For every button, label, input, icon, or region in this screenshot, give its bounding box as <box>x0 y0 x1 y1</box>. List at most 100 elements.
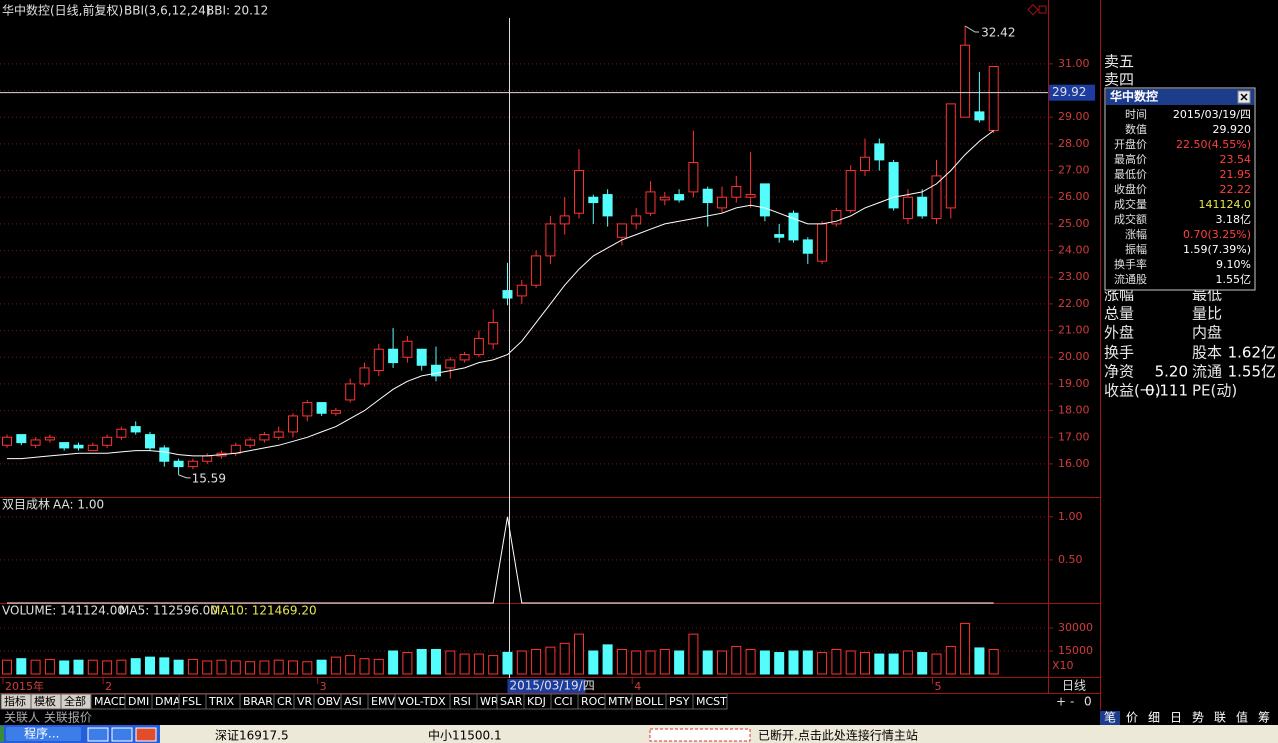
zoom-button[interactable]: 0 <box>1084 695 1092 709</box>
volume-bar <box>145 656 155 675</box>
volume-bar <box>745 648 756 675</box>
side-tab[interactable]: 联 <box>1214 711 1226 725</box>
tab-label[interactable]: RSI <box>453 695 471 708</box>
window-button[interactable] <box>111 727 133 742</box>
bbi-line <box>7 130 994 460</box>
zoom-button[interactable]: - <box>1070 695 1074 709</box>
y-tick-label: 29.00 <box>1058 110 1090 123</box>
crosshair-price-box <box>1049 84 1095 101</box>
tab-label[interactable]: BRAR <box>243 695 273 708</box>
side-tab[interactable]: 筹 <box>1258 711 1270 725</box>
icon[interactable] <box>1038 5 1047 14</box>
volume-bar <box>173 659 184 675</box>
tab-label[interactable]: FSL <box>182 695 202 708</box>
side-tab[interactable]: 日 <box>1170 711 1182 725</box>
popup-value: 0.70(3.25%) <box>1183 228 1251 241</box>
tab-label[interactable]: 指标 <box>4 694 26 708</box>
tab-label[interactable]: OBV <box>317 695 341 708</box>
tab-label[interactable]: MACD <box>94 695 127 708</box>
related-label[interactable]: 关联人 关联报价 <box>4 710 92 725</box>
y-tick-label: 0.50 <box>1058 553 1083 566</box>
side-tab-active[interactable] <box>1100 711 1120 725</box>
quote-value: 1.55亿 <box>1228 363 1276 381</box>
volume-bar <box>59 660 70 675</box>
volume-bar <box>659 648 670 675</box>
popup-close-x[interactable] <box>1240 93 1248 101</box>
volume-bar <box>359 658 370 675</box>
volume-bar <box>545 646 556 675</box>
volume-bar <box>888 653 899 675</box>
candle-body <box>860 156 870 172</box>
candle-body <box>717 196 727 209</box>
tab-label[interactable]: VR <box>297 695 313 708</box>
tab-label[interactable]: CR <box>277 695 293 708</box>
tab[interactable] <box>692 693 728 710</box>
tab-label[interactable]: MTM <box>608 695 634 708</box>
side-tab[interactable]: 笔 <box>1104 710 1116 725</box>
tab-label[interactable]: ROC <box>581 695 605 708</box>
volume-bar <box>288 660 298 675</box>
zoom-button[interactable]: + <box>1056 695 1066 709</box>
volume-bar <box>388 650 399 675</box>
taskbar-button[interactable] <box>6 727 81 741</box>
volume-bar <box>917 652 928 675</box>
candle-body <box>674 194 685 201</box>
quote-value: 0.111 <box>1145 382 1188 400</box>
candle-body <box>459 354 470 361</box>
volume-bar <box>702 650 713 675</box>
volume-bar <box>330 656 341 675</box>
candle-body <box>545 223 556 257</box>
tab-label[interactable]: TRIX <box>208 695 235 708</box>
volume-bar <box>674 650 685 675</box>
volume-bar <box>817 652 828 675</box>
window-button[interactable] <box>87 727 109 742</box>
tab-label[interactable]: BOLL <box>635 695 664 708</box>
tab-label[interactable]: 模板 <box>34 694 56 708</box>
tab-label[interactable]: EMV <box>371 695 395 708</box>
status-item[interactable]: 已断开.点击此处连接行情主站 <box>758 728 918 743</box>
candle-body <box>102 436 113 446</box>
volume-bar <box>902 650 913 675</box>
tab-label[interactable]: 全部 <box>64 694 86 708</box>
quote-value: 1.62亿 <box>1228 344 1276 362</box>
popup-label: 流通股 <box>1114 272 1147 286</box>
tab-label[interactable]: DMI <box>128 695 149 708</box>
candle-body <box>473 338 484 356</box>
candle-body <box>945 103 956 209</box>
tab-label[interactable]: DMA <box>155 695 181 708</box>
candle-body <box>316 402 327 414</box>
tab-label[interactable]: SAR <box>500 695 523 708</box>
side-tab[interactable]: 值 <box>1236 710 1248 725</box>
candle-body <box>288 415 298 433</box>
quote-label: 净资 <box>1104 363 1134 381</box>
side-tab[interactable]: 细 <box>1148 711 1160 725</box>
x-tick-label: 4 <box>634 680 641 693</box>
y-tick-label: 18.00 <box>1058 404 1090 417</box>
icon[interactable] <box>1027 4 1039 16</box>
taskbar-button-label[interactable]: 程序... <box>24 726 59 741</box>
quote-label: 卖五 <box>1104 53 1134 71</box>
volume-bar <box>216 659 227 675</box>
side-tab[interactable]: 势 <box>1192 711 1204 725</box>
tab-label[interactable]: WR <box>480 695 499 708</box>
indicator-value: BBI: 20.12 <box>206 4 268 18</box>
tab-label[interactable]: PSY <box>669 695 690 708</box>
tab-label[interactable]: KDJ <box>527 695 546 708</box>
volume-bar <box>688 633 699 675</box>
candle-body <box>559 215 570 225</box>
side-tab[interactable]: 价 <box>1126 711 1138 725</box>
tab-label[interactable]: VOL-TDX <box>398 695 446 708</box>
tab-label[interactable]: CCI <box>554 695 573 708</box>
tab-label[interactable]: MCST <box>696 695 727 708</box>
volume-bar <box>473 653 484 675</box>
volume-bar <box>774 652 785 675</box>
volume-bar <box>516 650 527 675</box>
y-tick-label: 25.00 <box>1058 217 1090 230</box>
candle-body <box>330 410 341 414</box>
volume-bar <box>831 648 842 675</box>
y-tick-label: 20.00 <box>1058 350 1090 363</box>
tab-label[interactable]: ASI <box>344 695 362 708</box>
indicator-line <box>7 516 994 604</box>
close-button[interactable] <box>135 727 157 742</box>
